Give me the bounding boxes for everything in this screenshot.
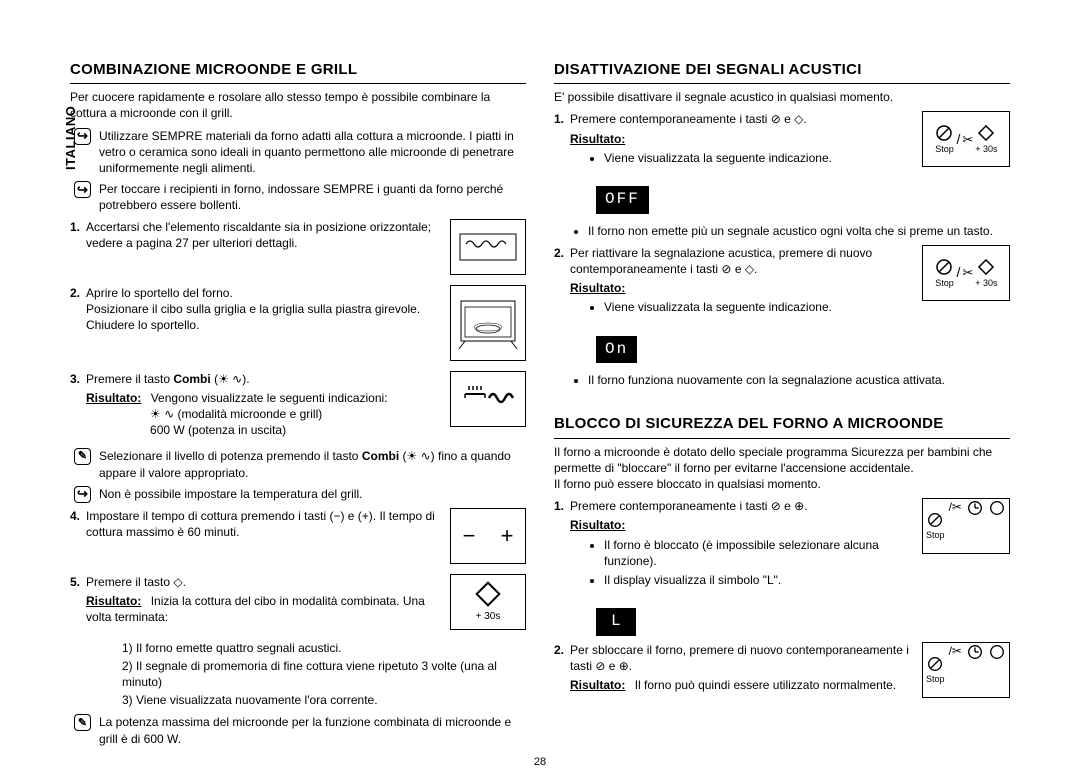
step-5: 5. Premere il tasto ◇. Risultato: Inizia… — [70, 574, 526, 630]
page-columns: COMBINAZIONE MICROONDE E GRILL Per cuoce… — [70, 60, 1010, 752]
stop-icon — [926, 511, 944, 529]
result-label: Risultato: — [570, 281, 625, 295]
sound-step-1: 1. Premere contemporaneamente i tasti ⊘ … — [554, 111, 1010, 172]
display-L: L — [596, 608, 636, 636]
step-number: 1. — [554, 498, 564, 514]
sound-intro: E' possibile disattivare il segnale acus… — [554, 89, 1010, 105]
diamond-icon — [474, 580, 502, 608]
section-title-lock: BLOCCO DI SICUREZZA DEL FORNO A MICROOND… — [554, 414, 1010, 438]
stop-icon — [934, 123, 954, 143]
stop-icon — [934, 257, 954, 277]
left-column: COMBINAZIONE MICROONDE E GRILL Per cuoce… — [70, 60, 526, 752]
step-1: 1. Accertarsi che l'elemento riscaldante… — [70, 219, 526, 275]
step-body: Per sbloccare il forno, premere di nuovo… — [570, 642, 916, 694]
arrow-icon — [74, 486, 91, 503]
display-on: On — [596, 336, 637, 364]
note-text: Non è possibile impostare la temperatura… — [99, 486, 362, 502]
bullet: Il display visualizza il simbolo "L". — [604, 572, 916, 588]
pen-icon — [74, 448, 91, 465]
diamond-icon — [976, 257, 996, 277]
step-number: 1. — [554, 111, 564, 127]
right-column: DISATTIVAZIONE DEI SEGNALI ACUSTICI E' p… — [554, 60, 1010, 752]
bullet: Il forno è bloccato (è impossibile selez… — [604, 537, 916, 569]
arrow-icon — [74, 181, 91, 198]
start-30s-icon-box: + 30s — [450, 574, 526, 630]
display-off: OFF — [596, 186, 649, 214]
combi-icon — [459, 384, 517, 414]
stop-30s-icon-box: Stop / ✂ + 30s — [922, 245, 1010, 301]
section-title-left: COMBINAZIONE MICROONDE E GRILL — [70, 60, 526, 84]
section-title-sound: DISATTIVAZIONE DEI SEGNALI ACUSTICI — [554, 60, 1010, 84]
step-4: 4. Impostare il tempo di cottura premend… — [70, 508, 526, 564]
step-body: Premere il tasto ◇. Risultato: Inizia la… — [86, 574, 444, 626]
clock-icon — [966, 499, 984, 517]
bullet: Viene visualizzata la seguente indicazio… — [604, 299, 916, 315]
left-intro: Per cuocere rapidamente e rosolare allo … — [70, 89, 526, 121]
note-text: Selezionare il livello di potenza premen… — [99, 448, 526, 480]
lock-step-2: 2. Per sbloccare il forno, premere di nu… — [554, 642, 1010, 698]
oven-icon — [457, 295, 519, 351]
result-label: Risultato: — [86, 391, 141, 405]
bullet: Il forno funziona nuovamente con la segn… — [588, 372, 1010, 388]
language-tab: ITALIANO — [62, 106, 80, 170]
result-label: Risultato: — [86, 594, 141, 608]
illustration-oven-open — [450, 285, 526, 361]
step-body: Per riattivare la segnalazione acustica,… — [570, 245, 916, 322]
lock-step-1: 1. Premere contemporaneamente i tasti ⊘ … — [554, 498, 1010, 594]
stop-clock-icon-box: Stop /✂ — [922, 498, 1010, 554]
step-3: 3. Premere il tasto Combi (☀ ∿). Risulta… — [70, 371, 526, 439]
step-number: 2. — [554, 245, 564, 261]
note-max-power: La potenza massima del microonde per la … — [74, 714, 526, 746]
step-body: Premere il tasto Combi (☀ ∿). Risultato:… — [86, 371, 444, 439]
step5-substeps: 1) Il forno emette quattro segnali acust… — [122, 640, 526, 709]
result-label: Risultato: — [570, 132, 625, 146]
sound-step-2: 2. Per riattivare la segnalazione acusti… — [554, 245, 1010, 322]
step-number: 2. — [554, 642, 564, 658]
step-number: 3. — [70, 371, 80, 387]
step-body: Accertarsi che l'elemento riscaldante si… — [86, 219, 444, 251]
step-number: 2. — [70, 285, 80, 301]
illustration-heating-element — [450, 219, 526, 275]
step-number: 5. — [70, 574, 80, 590]
note-grill-temp: Non è possibile impostare la temperatura… — [74, 486, 526, 503]
note-text: La potenza massima del microonde per la … — [99, 714, 526, 746]
stop-icon — [926, 655, 944, 673]
heater-icon — [458, 232, 518, 262]
step-body: Premere contemporaneamente i tasti ⊘ e ⊕… — [570, 498, 916, 594]
circle-icon — [988, 499, 1006, 517]
step-2: 2. Aprire lo sportello del forno. Posizi… — [70, 285, 526, 361]
stop-30s-icon-box: Stop / ✂ + 30s — [922, 111, 1010, 167]
circle-icon — [988, 643, 1006, 661]
result-label: Risultato: — [570, 518, 625, 532]
pen-icon — [74, 714, 91, 731]
step-body: Impostare il tempo di cottura premendo i… — [86, 508, 444, 540]
bullet: Il forno non emette più un segnale acust… — [588, 223, 1010, 239]
diamond-icon — [976, 123, 996, 143]
note-text: Utilizzare SEMPRE materiali da forno ada… — [99, 128, 526, 177]
note-power-level: Selezionare il livello di potenza premen… — [74, 448, 526, 480]
plus-minus-icon-box: −+ — [450, 508, 526, 564]
note-gloves: Per toccare i recipienti in forno, indos… — [74, 181, 526, 213]
result-label: Risultato: — [570, 678, 625, 692]
step-body: Aprire lo sportello del forno. Posiziona… — [86, 285, 444, 334]
note-materials: Utilizzare SEMPRE materiali da forno ada… — [74, 128, 526, 177]
step-number: 1. — [70, 219, 80, 235]
step-number: 4. — [70, 508, 80, 524]
note-text: Per toccare i recipienti in forno, indos… — [99, 181, 526, 213]
bullet: Viene visualizzata la seguente indicazio… — [604, 150, 916, 166]
clock-icon — [966, 643, 984, 661]
lock-intro: Il forno a microonde è dotato dello spec… — [554, 444, 1010, 493]
step-body: Premere contemporaneamente i tasti ⊘ e ◇… — [570, 111, 916, 172]
page-number: 28 — [534, 755, 546, 770]
stop-clock-icon-box: Stop /✂ — [922, 642, 1010, 698]
combi-mode-icon-box — [450, 371, 526, 427]
